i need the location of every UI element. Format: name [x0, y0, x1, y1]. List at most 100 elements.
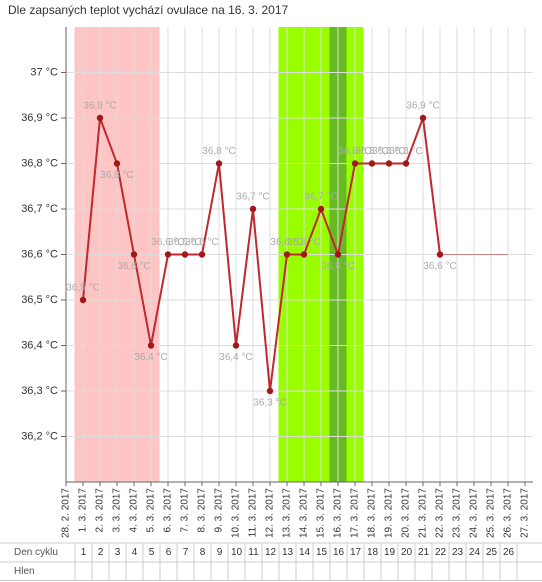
value-label: 36,8 °C	[338, 146, 371, 157]
data-point	[79, 296, 87, 304]
x-tick-label: 14. 3. 2017	[299, 488, 310, 538]
value-label: 36,7 °C	[236, 192, 269, 203]
table-cell: 1	[81, 547, 87, 558]
value-label: 36,6 °C	[287, 237, 320, 248]
data-point	[130, 251, 138, 258]
x-tick-label: 8. 3. 2017	[197, 488, 208, 533]
x-tick-label: 21. 3. 2017	[418, 488, 429, 538]
data-point	[266, 387, 274, 395]
x-tick-label: 9. 3. 2017	[214, 488, 225, 533]
table-cell: 23	[452, 547, 464, 558]
data-point	[215, 160, 223, 167]
y-tick-label: 36,8 °C	[21, 157, 58, 169]
data-point	[334, 251, 342, 258]
table-cell: 12	[265, 547, 277, 558]
table-cell: 26	[503, 547, 515, 558]
y-tick-label: 36,6 °C	[21, 248, 58, 260]
table-cell: 2	[98, 547, 104, 558]
value-label: 36,6 °C	[423, 261, 456, 272]
x-tick-label: 3. 3. 2017	[112, 488, 123, 533]
table-cell: 24	[469, 547, 481, 558]
x-tick-label: 7. 3. 2017	[180, 488, 191, 533]
x-tick-label: 13. 3. 2017	[282, 488, 293, 538]
y-tick-label: 36,5 °C	[21, 294, 58, 306]
data-point	[283, 251, 291, 258]
table-cell: 17	[350, 547, 362, 558]
y-tick-label: 36,7 °C	[21, 203, 58, 215]
x-tick-label: 15. 3. 2017	[316, 488, 327, 538]
x-tick-label: 23. 3. 2017	[452, 488, 463, 538]
temperature-line	[82, 117, 441, 392]
x-tick-label: 25. 3. 2017	[486, 488, 497, 538]
x-tick-label: 26. 3. 2017	[503, 488, 514, 538]
table-cell: 3	[115, 547, 121, 558]
value-label: 36,6 °C	[321, 261, 354, 272]
table-cell: 11	[248, 547, 259, 558]
x-tick-label: 11. 3. 2017	[248, 488, 259, 538]
table-cell: 14	[299, 547, 311, 558]
value-label: 36,8 °C	[389, 146, 422, 157]
value-label: 36,6 °C	[270, 237, 303, 248]
y-tick-label: 36,2 °C	[21, 430, 58, 442]
y-tick-label: 36,4 °C	[21, 339, 58, 351]
value-label: 36,6 °C	[117, 261, 150, 272]
y-tick-label: 36,9 °C	[21, 112, 58, 124]
x-tick-label: 19. 3. 2017	[384, 488, 395, 538]
value-label: 36,6 °C	[168, 237, 201, 248]
table-cell: 7	[183, 547, 189, 558]
data-point	[402, 160, 410, 167]
table-cell: 13	[282, 547, 294, 558]
x-tick-label: 28. 2. 2017	[61, 488, 72, 538]
data-point	[419, 114, 427, 122]
table-cell: 19	[384, 547, 396, 558]
value-label: 36,8 °C	[355, 146, 388, 157]
x-tick-label: 24. 3. 2017	[469, 488, 480, 538]
data-point	[181, 251, 189, 258]
x-tick-label: 1. 3. 2017	[78, 488, 89, 533]
x-tick-label: 22. 3. 2017	[435, 488, 446, 538]
x-tick-label: 6. 3. 2017	[163, 488, 174, 533]
x-tick-label: 12. 3. 2017	[265, 488, 276, 538]
data-point	[436, 251, 444, 258]
x-tick-label: 27. 3. 2017	[520, 488, 531, 538]
data-point	[147, 342, 155, 349]
value-label: 36,8 °C	[100, 170, 133, 181]
data-point	[96, 114, 104, 122]
table-cell: 21	[418, 547, 430, 558]
table-cell: 20	[401, 547, 413, 558]
data-point	[198, 251, 206, 258]
value-label: 36,6 °C	[151, 237, 184, 248]
table-cell: 22	[435, 547, 447, 558]
table-cell: 25	[486, 547, 498, 558]
x-tick-label: 17. 3. 2017	[350, 488, 361, 538]
x-tick-label: 5. 3. 2017	[146, 488, 157, 533]
value-label: 36,5 °C	[66, 283, 99, 294]
table-cell: 16	[333, 547, 345, 558]
table-cell: 5	[149, 547, 155, 558]
table-cell: 10	[231, 547, 243, 558]
x-tick-label: 16. 3. 2017	[333, 488, 344, 538]
y-tick-label: 37 °C	[30, 66, 58, 78]
table-cell: 6	[166, 547, 172, 558]
table-row-label: Hlen	[14, 566, 35, 577]
value-label: 36,8 °C	[202, 146, 235, 157]
data-point	[300, 251, 308, 258]
data-point	[113, 160, 121, 167]
value-label: 36,7 °C	[304, 192, 337, 203]
table-cell: 18	[367, 547, 379, 558]
data-point	[385, 160, 393, 167]
y-tick-label: 36,3 °C	[21, 385, 58, 397]
value-label: 36,3 °C	[253, 398, 286, 409]
value-label: 36,8 °C	[372, 146, 405, 157]
value-label: 36,9 °C	[406, 101, 439, 112]
x-tick-label: 4. 3. 2017	[129, 488, 140, 533]
table-cell: 15	[316, 547, 328, 558]
x-tick-label: 20. 3. 2017	[401, 488, 412, 538]
data-point	[368, 160, 376, 167]
data-point	[164, 251, 172, 258]
value-label: 36,4 °C	[219, 352, 252, 363]
x-tick-label: 2. 3. 2017	[95, 488, 106, 533]
table-row-label: Den cyklu	[14, 547, 58, 558]
